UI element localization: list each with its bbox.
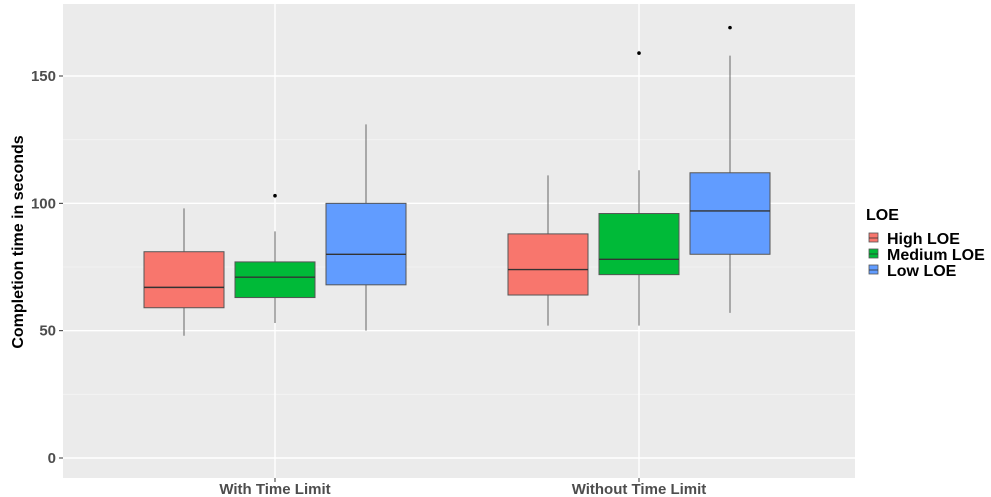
box-iqr (507, 233, 589, 296)
outlier-point (728, 25, 732, 30)
legend-title: LOE (866, 207, 899, 224)
box-medium-loe (598, 51, 680, 326)
x-axis-ticks: With Time Limit Without Time Limit (219, 478, 706, 497)
y-tick-label: 150 (31, 68, 56, 85)
y-axis-title: Completion time in seconds (10, 135, 27, 348)
box-iqr (325, 202, 407, 286)
x-tick-label: With Time Limit (219, 481, 330, 497)
legend-label: High LOE (887, 231, 960, 248)
box-groups (143, 25, 771, 336)
legend-item-low-loe: Low LOE (868, 263, 957, 280)
legend-key (868, 264, 879, 275)
box-medium-loe (234, 193, 316, 324)
legend-label: Low LOE (887, 263, 957, 280)
legend-item-medium-loe: Medium LOE (868, 247, 985, 264)
box-iqr (234, 261, 316, 299)
box-iqr (689, 172, 771, 255)
legend-label: Medium LOE (887, 247, 985, 264)
legend-item-high-loe: High LOE (868, 231, 960, 248)
outlier-point (637, 51, 641, 55)
box-iqr (598, 213, 680, 276)
box-high-loe (507, 175, 589, 326)
legend-key (868, 232, 879, 243)
outlier-point (273, 193, 277, 198)
y-tick-label: 100 (31, 195, 56, 212)
y-axis-ticks: 0 50 100 150 (31, 68, 63, 467)
x-tick-label: Without Time Limit (572, 481, 707, 497)
box-iqr (143, 251, 225, 309)
box-low-loe (689, 25, 771, 313)
box-high-loe (143, 208, 225, 336)
y-tick-label: 50 (39, 323, 56, 340)
legend-key (868, 248, 879, 259)
box-low-loe (325, 124, 407, 331)
y-tick-label: 0 (48, 450, 56, 467)
